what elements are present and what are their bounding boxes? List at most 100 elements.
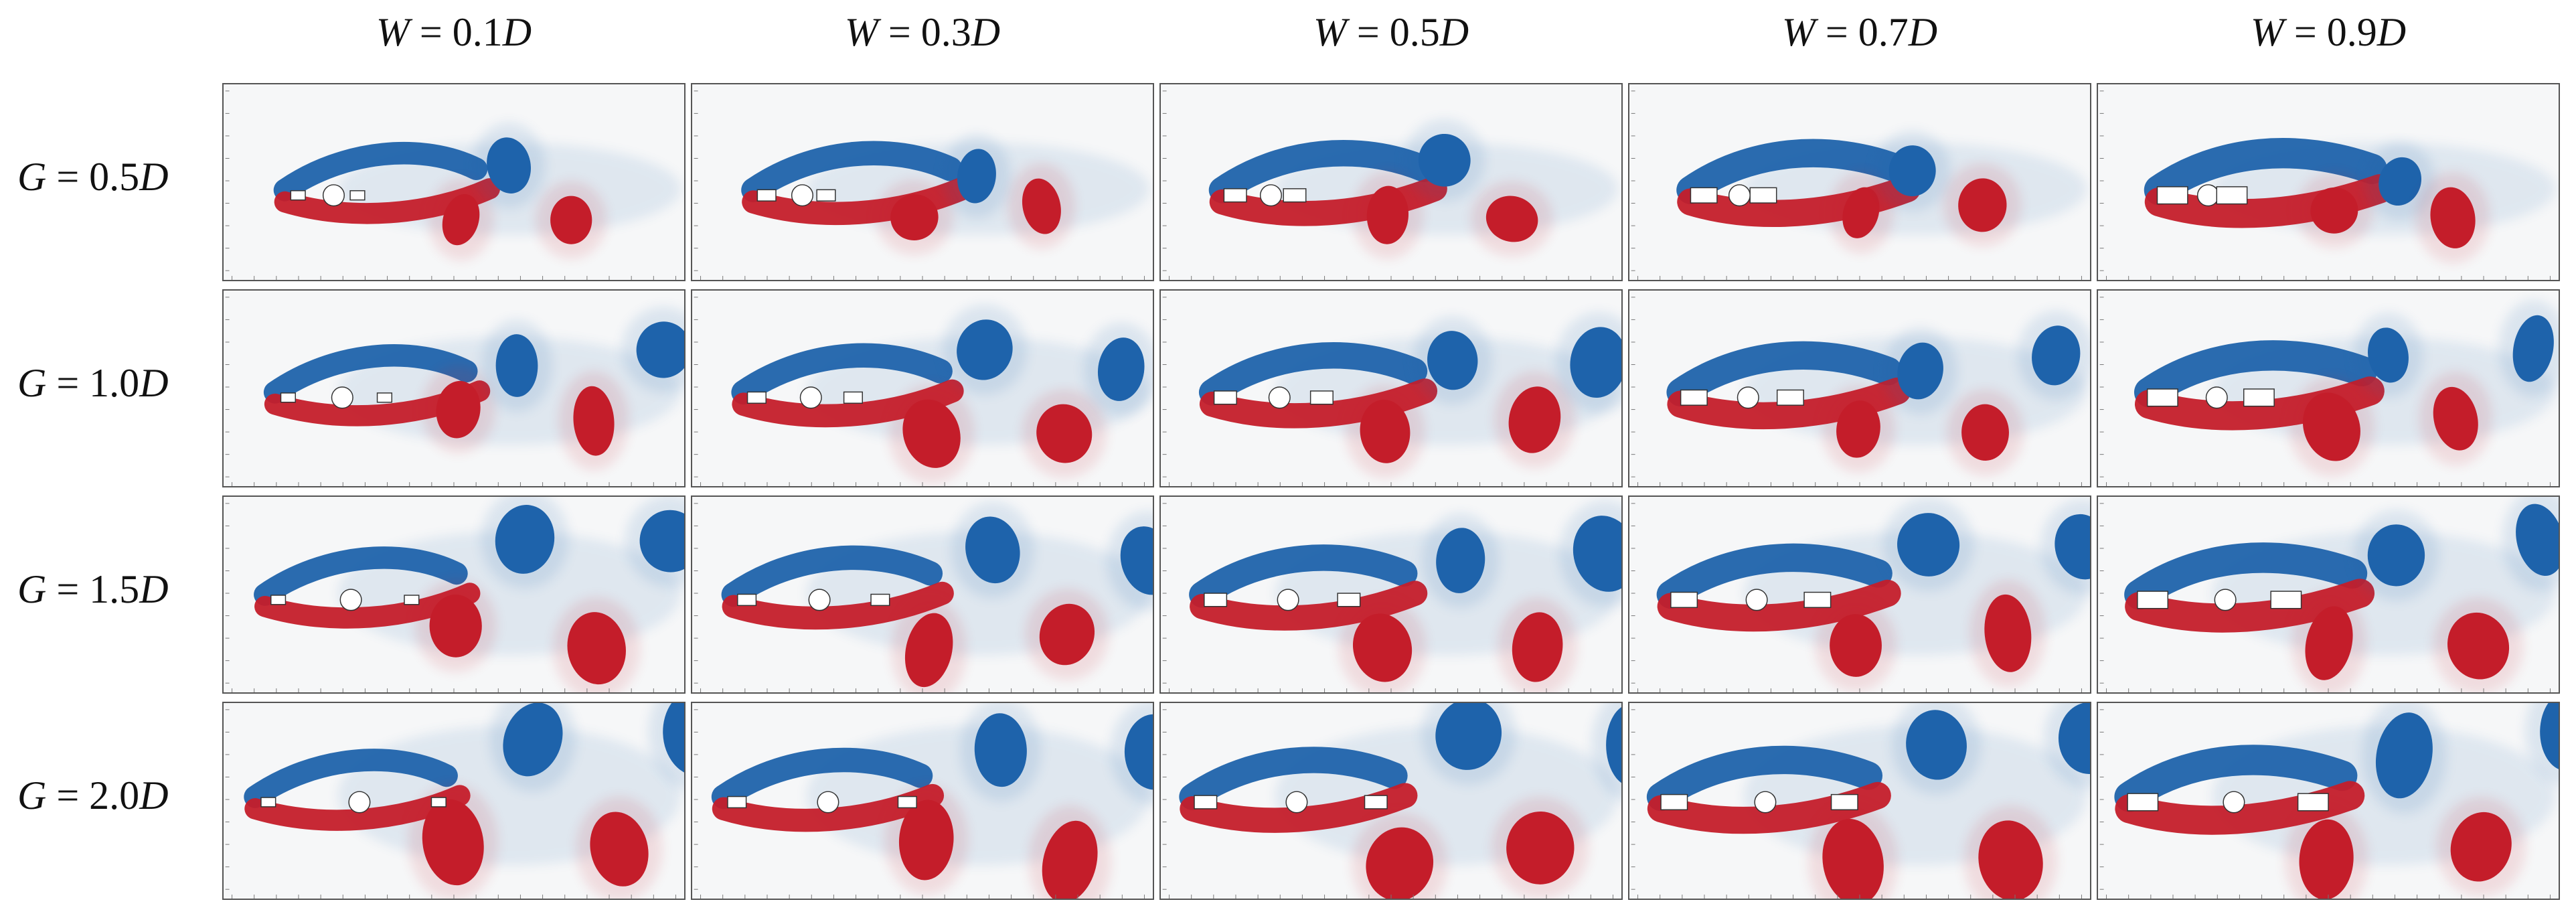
row-label-variable: G xyxy=(17,567,47,611)
downstream-plate xyxy=(1364,795,1388,810)
upper-shear-layer xyxy=(1198,342,1428,406)
vortex-halo xyxy=(1404,119,1485,202)
vorticity-panel xyxy=(2097,495,2560,694)
downstream-plate xyxy=(1830,793,1858,811)
upstream-plate xyxy=(1670,591,1698,608)
vortex-halo xyxy=(2433,597,2524,692)
vortex-halo xyxy=(1556,312,1621,412)
vortex-halo xyxy=(489,703,576,792)
vortex-halo xyxy=(960,703,1042,801)
vorticity-field xyxy=(1631,297,2090,486)
vorticity-panel xyxy=(1628,702,2091,900)
upper-shear-layer xyxy=(1656,543,1893,609)
upper-shear-layer xyxy=(263,344,478,404)
row-label: G = 2.0D xyxy=(17,775,212,816)
row-label-variable: G xyxy=(17,773,47,818)
row-label-unit: D xyxy=(139,773,169,818)
vortex-halo xyxy=(625,497,684,587)
vortex-halo xyxy=(2284,805,2368,899)
vorticity-field xyxy=(1631,90,2087,280)
col-label-unit: D xyxy=(971,10,1001,54)
vortex-halo xyxy=(2416,172,2490,263)
vorticity-panel xyxy=(691,83,1154,281)
upper-shear-layer xyxy=(1646,745,1883,812)
vorticity-field xyxy=(1162,297,1621,486)
downstream-plate xyxy=(1749,187,1777,204)
vorticity-field xyxy=(2099,497,2559,692)
vorticity-field xyxy=(694,297,1153,486)
vortex-halo xyxy=(1882,498,1974,591)
vortex-halo xyxy=(1083,323,1153,416)
vortex-halo xyxy=(1947,389,2024,475)
vorticity-field xyxy=(694,703,1153,899)
cylinder xyxy=(791,184,813,207)
vortex-halo xyxy=(1891,703,1982,795)
vortex-halo xyxy=(1413,316,1493,405)
upstream-plate xyxy=(746,391,767,404)
vorticity-field xyxy=(225,497,684,692)
downstream-plate xyxy=(843,391,863,404)
upstream-plate xyxy=(1680,389,1708,406)
row-label-unit: D xyxy=(139,361,169,405)
upper-shear-layer xyxy=(2124,542,2368,610)
row-label-value: = 1.0 xyxy=(46,361,140,405)
cylinder xyxy=(1277,589,1299,611)
cylinder xyxy=(1737,386,1759,409)
upper-shear-layer xyxy=(721,545,943,607)
col-label-variable: W xyxy=(2250,10,2284,54)
vorticity-panel xyxy=(1159,495,1623,694)
col-label-value: = 0.5 xyxy=(1346,10,1440,54)
cylinder xyxy=(808,589,831,611)
cylinder xyxy=(331,386,353,409)
cylinder xyxy=(1259,184,1282,207)
upstream-plate xyxy=(1194,795,1218,810)
vortex-halo xyxy=(2040,499,2090,595)
upper-shear-layer xyxy=(273,141,488,202)
vorticity-panel xyxy=(2097,289,2560,487)
upstream-plate xyxy=(1690,187,1718,204)
col-label: W = 0.1D xyxy=(221,9,687,56)
upstream-plate xyxy=(756,189,777,202)
col-label-unit: D xyxy=(1439,10,1469,54)
downstream-plate xyxy=(376,392,393,403)
row-label-variable: G xyxy=(17,155,47,199)
downstream-plate xyxy=(2216,186,2248,205)
cylinder xyxy=(1268,386,1291,409)
upstream-plate xyxy=(2156,186,2188,205)
cylinder xyxy=(2214,589,2237,611)
upstream-plate xyxy=(2127,793,2159,812)
upper-shear-layer xyxy=(1189,544,1418,608)
cylinder xyxy=(2223,791,2245,814)
vortex-halo xyxy=(481,497,569,589)
vorticity-field xyxy=(2099,297,2559,486)
col-label-value: = 0.1 xyxy=(409,10,503,54)
downstream-plate xyxy=(1776,389,1804,406)
vortex-halo xyxy=(648,703,684,789)
vorticity-panel xyxy=(222,495,686,694)
vorticity-panel xyxy=(222,702,686,900)
upstream-plate xyxy=(1213,390,1237,405)
vortex-halo xyxy=(891,598,967,692)
vortex-halo xyxy=(536,181,607,259)
vorticity-panel xyxy=(1628,495,2091,694)
vortex-halo xyxy=(1028,806,1111,899)
vortex-halo xyxy=(1107,511,1153,611)
col-label: W = 0.9D xyxy=(2095,9,2561,56)
vortex-halo xyxy=(1352,812,1448,899)
col-label-value: = 0.7 xyxy=(1815,10,1909,54)
cylinder xyxy=(348,791,371,814)
vorticity-panel xyxy=(2097,83,2560,281)
vortex-halo xyxy=(1421,703,1516,785)
downstream-plate xyxy=(816,189,836,202)
upstream-plate xyxy=(727,795,747,809)
upstream-plate xyxy=(1204,593,1228,607)
cylinder xyxy=(322,184,345,207)
upstream-plate xyxy=(270,595,287,605)
downstream-plate xyxy=(870,593,890,607)
vortex-halo xyxy=(558,371,629,471)
col-label-value: = 0.3 xyxy=(878,10,971,54)
row-label-variable: G xyxy=(17,361,47,405)
vortex-halo xyxy=(876,179,953,255)
vortex-halo xyxy=(1345,385,1425,478)
downstream-plate xyxy=(404,595,420,605)
